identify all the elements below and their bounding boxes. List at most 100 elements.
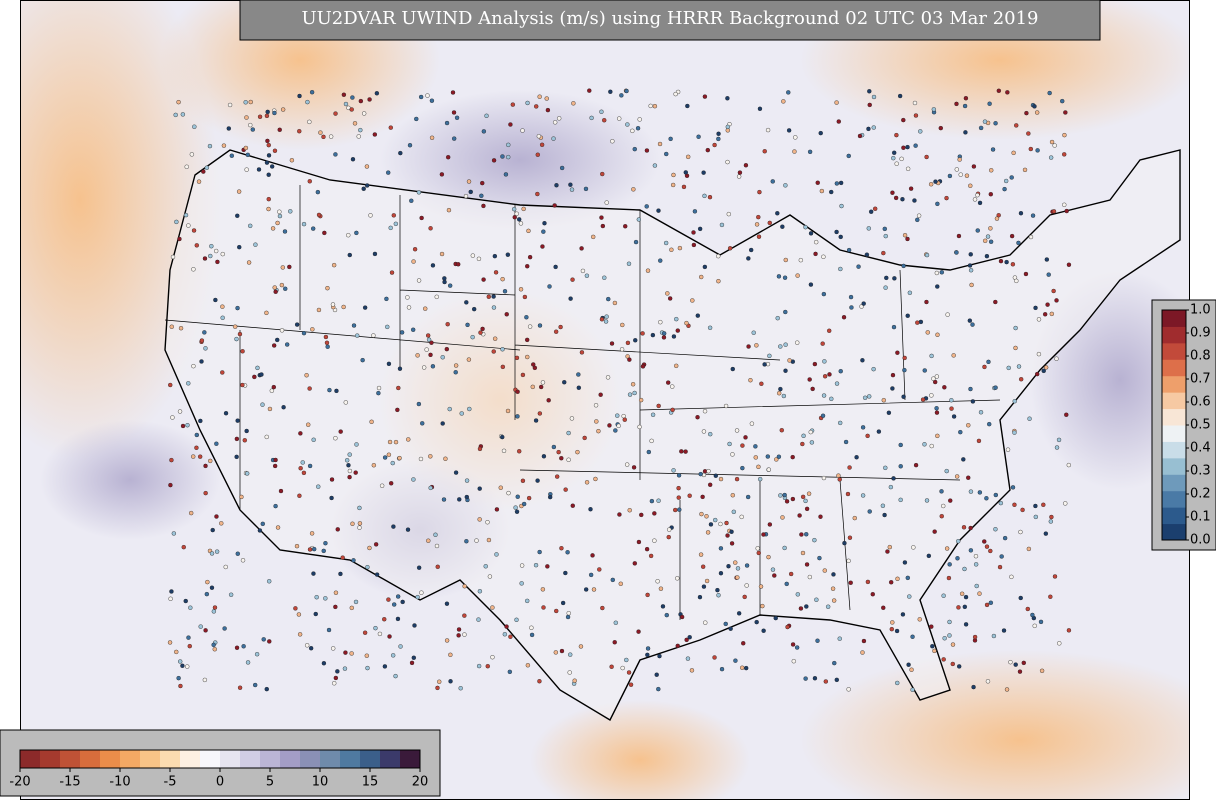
station-dot — [294, 322, 300, 327]
station-dot — [932, 648, 937, 654]
station-dot — [757, 189, 762, 195]
station-dot — [756, 464, 761, 470]
station-dot — [1022, 167, 1028, 173]
station-dot — [1045, 302, 1050, 307]
station-dot — [978, 410, 984, 415]
station-dot — [685, 103, 690, 109]
station-dot — [220, 315, 225, 320]
station-dot — [464, 494, 470, 500]
station-dot — [331, 646, 336, 651]
station-dot — [284, 342, 290, 347]
station-dot — [316, 484, 321, 489]
station-dot — [371, 333, 376, 338]
station-dot — [500, 434, 505, 440]
station-dot — [834, 181, 840, 186]
station-dot — [658, 258, 663, 263]
station-dot — [180, 112, 186, 117]
station-dot — [1062, 152, 1067, 157]
station-dot — [529, 632, 535, 638]
station-dot — [663, 240, 669, 246]
station-dot — [958, 172, 963, 177]
station-dot — [900, 612, 906, 617]
station-dot — [701, 170, 706, 175]
colorbar-step — [180, 750, 201, 768]
station-dot — [944, 546, 950, 551]
station-dot — [257, 528, 263, 533]
station-dot — [260, 402, 265, 407]
station-dot — [498, 485, 503, 490]
station-dot — [818, 514, 823, 519]
station-dot — [609, 341, 615, 346]
station-dot — [1004, 687, 1010, 692]
station-dot — [500, 276, 505, 282]
station-dot — [660, 604, 666, 609]
station-dot — [1048, 155, 1054, 160]
station-dot — [429, 340, 434, 345]
station-dot — [961, 457, 966, 462]
station-dot — [804, 532, 809, 537]
station-dot — [426, 538, 431, 543]
station-dot — [294, 543, 300, 549]
station-dot — [942, 636, 947, 641]
station-dot — [676, 485, 681, 491]
station-dot — [741, 641, 746, 646]
station-dot — [537, 679, 542, 684]
station-dot — [683, 170, 688, 175]
station-dot — [535, 478, 540, 483]
station-dot — [838, 234, 843, 240]
station-dot — [1010, 262, 1016, 267]
station-dot — [521, 206, 526, 212]
station-dot — [674, 363, 679, 369]
station-dot — [442, 276, 447, 281]
station-dot — [735, 575, 740, 580]
station-dot — [612, 300, 618, 306]
station-dot — [724, 520, 729, 526]
station-dot — [405, 527, 411, 532]
station-dot — [1032, 104, 1037, 109]
station-dot — [891, 155, 896, 161]
colorbar-tick-label: 0.8 — [1190, 349, 1211, 364]
station-dot — [925, 330, 930, 335]
station-dot — [671, 334, 677, 339]
station-dot — [976, 438, 982, 444]
station-dot — [1018, 377, 1024, 382]
station-dot — [893, 195, 899, 201]
station-dot — [264, 434, 269, 440]
station-dot — [726, 563, 731, 569]
station-dot — [765, 454, 771, 459]
station-dot — [1034, 110, 1040, 115]
station-dot — [424, 347, 429, 352]
station-dot — [420, 421, 425, 426]
station-dot — [834, 677, 839, 683]
station-dot — [349, 107, 354, 112]
station-dot — [260, 521, 265, 527]
station-dot — [289, 158, 295, 163]
station-dot — [369, 419, 374, 425]
station-dot — [620, 322, 625, 328]
station-dot — [437, 679, 442, 684]
station-dot — [515, 389, 520, 394]
station-dot — [1051, 288, 1056, 294]
station-dot — [977, 200, 983, 206]
station-dot — [491, 158, 497, 163]
station-dot — [675, 576, 680, 581]
station-dot — [891, 476, 896, 481]
station-dot — [845, 491, 851, 497]
station-dot — [748, 378, 753, 383]
station-dot — [830, 586, 836, 591]
station-dot — [675, 643, 680, 649]
station-dot — [939, 270, 945, 275]
station-dot — [582, 435, 587, 441]
station-dot — [444, 638, 450, 643]
station-dot — [822, 374, 828, 379]
station-dot — [196, 179, 202, 184]
station-dot — [1066, 628, 1072, 633]
station-dot — [439, 251, 445, 257]
colorbar-tick-label: 0.7 — [1190, 372, 1211, 387]
station-dot — [400, 599, 405, 605]
station-dot — [502, 289, 508, 294]
station-dot — [871, 94, 877, 100]
station-dot — [691, 242, 697, 248]
station-dot — [994, 216, 1000, 221]
station-dot — [504, 312, 509, 317]
